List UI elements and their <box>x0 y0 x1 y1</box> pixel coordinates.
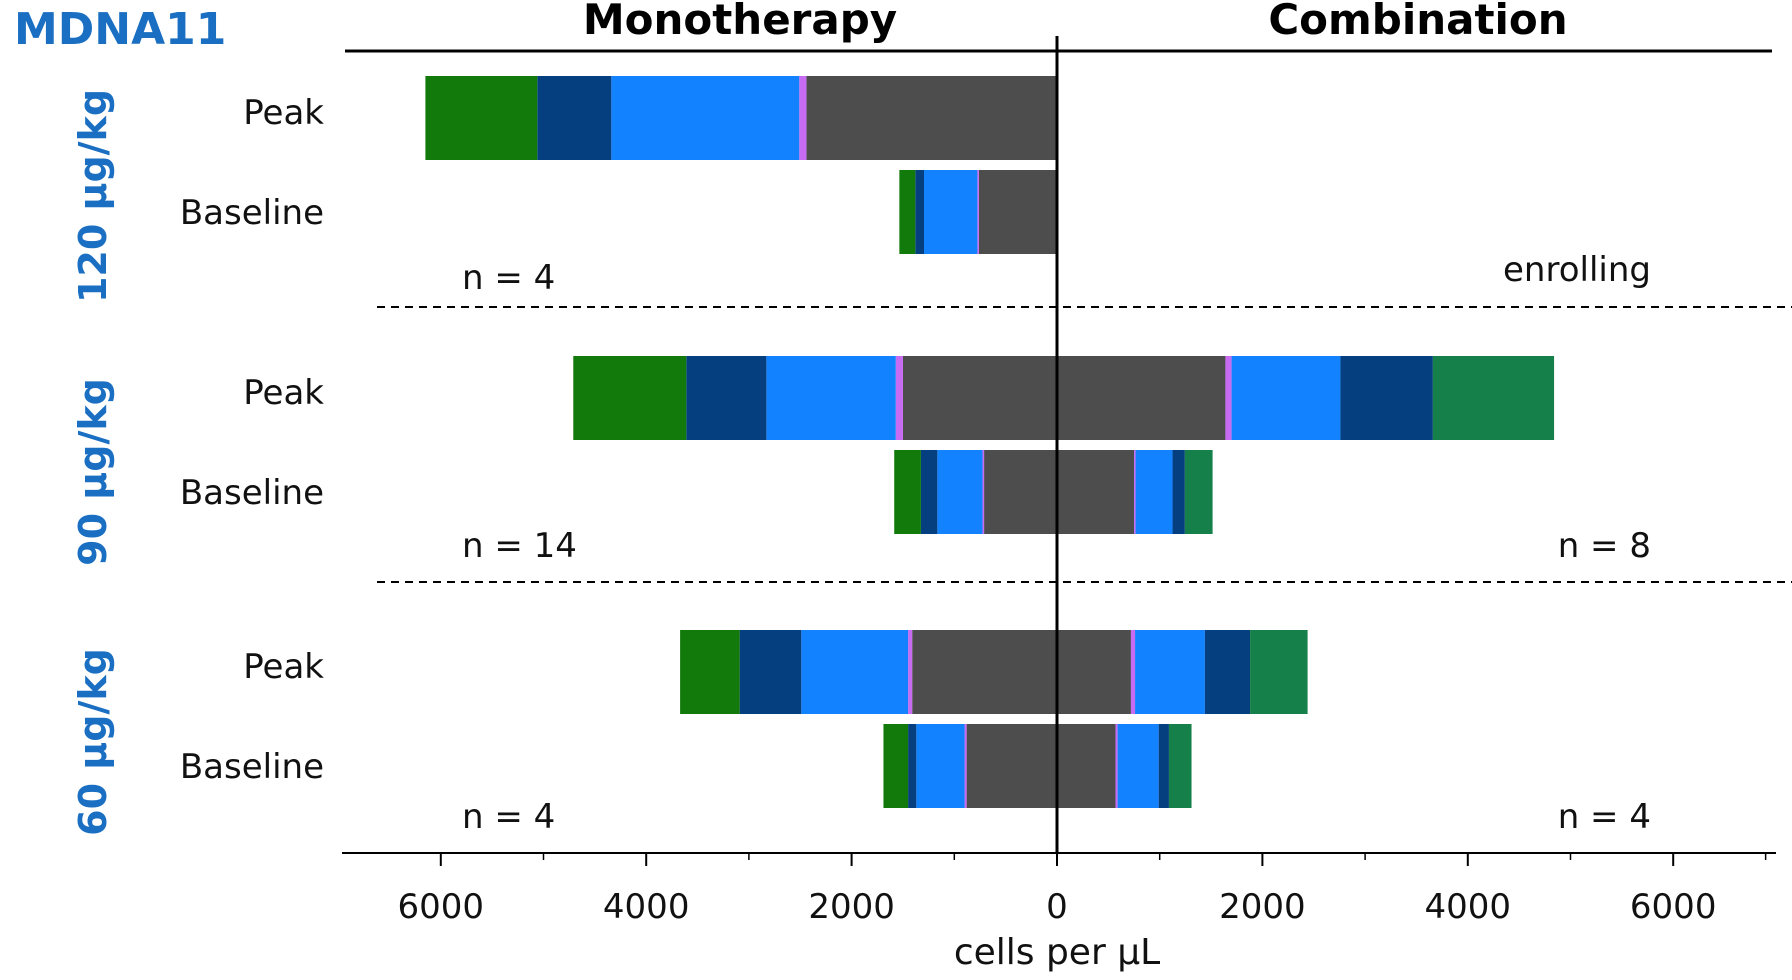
x-tick-label: 6000 <box>398 887 485 927</box>
dose-label: 120 µg/kg <box>71 89 115 303</box>
bar-segment-monotherapy <box>916 724 965 808</box>
bar-segment-monotherapy <box>899 170 916 254</box>
x-tick-label: 4000 <box>603 887 690 927</box>
bar-segment-monotherapy <box>573 356 687 440</box>
bar-segment-monotherapy <box>964 724 967 808</box>
bar-segment-combination <box>1184 450 1213 534</box>
bar-segment-combination <box>1117 724 1159 808</box>
bar-segment-monotherapy <box>915 170 924 254</box>
bar-segment-combination <box>1057 630 1131 714</box>
bar-segment-monotherapy <box>799 76 807 160</box>
row-label-peak: Peak <box>243 373 324 413</box>
row-label-baseline: Baseline <box>180 473 324 513</box>
row-label-peak: Peak <box>243 647 324 687</box>
bar-segment-monotherapy <box>894 450 921 534</box>
bar-segment-combination <box>1057 356 1226 440</box>
bar-segment-monotherapy <box>977 170 979 254</box>
bar-segment-combination <box>1158 724 1169 808</box>
brand-title: MDNA11 <box>14 4 226 55</box>
combination-n-label: n = 4 <box>1558 797 1651 837</box>
x-tick-label: 2000 <box>808 887 895 927</box>
monotherapy-n-label: n = 4 <box>462 797 555 837</box>
combination-title: Combination <box>1268 0 1567 44</box>
dose-label: 90 µg/kg <box>71 378 115 566</box>
row-label-baseline: Baseline <box>180 193 324 233</box>
bar-segment-monotherapy <box>739 630 802 714</box>
bar-segment-monotherapy <box>978 170 1057 254</box>
bar-segment-combination <box>1204 630 1251 714</box>
dose-label: 60 µg/kg <box>71 648 115 836</box>
x-tick-label: 0 <box>1046 887 1068 927</box>
bar-segment-combination <box>1115 724 1118 808</box>
bar-segment-combination <box>1135 630 1205 714</box>
bar-segment-monotherapy <box>686 356 767 440</box>
bar-segment-monotherapy <box>920 450 938 534</box>
bar-segment-combination <box>1231 356 1341 440</box>
bar-segment-combination <box>1130 630 1136 714</box>
bar-segment-combination <box>1134 450 1136 534</box>
bar-segment-monotherapy <box>895 356 903 440</box>
bar-segment-combination <box>1225 356 1232 440</box>
bar-segment-monotherapy <box>680 630 740 714</box>
bar-segment-monotherapy <box>537 76 612 160</box>
bar-segment-combination <box>1057 724 1116 808</box>
x-axis-ticks: 6000 4000 2000 0 2000 4000 6000 <box>398 853 1767 927</box>
bar-segment-monotherapy <box>984 450 1057 534</box>
bars-layer <box>425 76 1555 808</box>
combination-n-label: n = 8 <box>1558 526 1651 566</box>
monotherapy-n-label: n = 14 <box>462 526 577 566</box>
combination-n-label: enrolling <box>1503 250 1651 290</box>
row-label-peak: Peak <box>243 93 324 133</box>
bar-segment-monotherapy <box>912 630 1057 714</box>
bar-segment-monotherapy <box>766 356 896 440</box>
bar-segment-combination <box>1340 356 1433 440</box>
bar-segment-monotherapy <box>806 76 1057 160</box>
bar-segment-monotherapy <box>908 724 917 808</box>
bar-segment-monotherapy <box>908 630 913 714</box>
x-tick-label: 2000 <box>1219 887 1306 927</box>
x-axis-title: cells per µL <box>954 932 1160 973</box>
bar-segment-monotherapy <box>924 170 978 254</box>
x-tick-label: 6000 <box>1630 887 1717 927</box>
bar-segment-monotherapy <box>883 724 909 808</box>
bar-segment-monotherapy <box>611 76 800 160</box>
bar-segment-monotherapy <box>425 76 538 160</box>
bar-segment-monotherapy <box>902 356 1057 440</box>
bar-segment-monotherapy <box>801 630 909 714</box>
bar-segment-combination <box>1172 450 1185 534</box>
monotherapy-n-label: n = 4 <box>462 258 555 298</box>
bar-segment-monotherapy <box>966 724 1057 808</box>
labels-layer: Peak Baseline 120 µg/kg n = 4 enrolling Peak B… <box>71 89 1651 837</box>
bar-segment-combination <box>1168 724 1192 808</box>
x-tick-label: 4000 <box>1425 887 1512 927</box>
bar-segment-combination <box>1250 630 1308 714</box>
bar-segment-combination <box>1135 450 1173 534</box>
row-label-baseline: Baseline <box>180 747 324 787</box>
bar-segment-combination <box>1432 356 1555 440</box>
bar-segment-monotherapy <box>982 450 985 534</box>
monotherapy-title: Monotherapy <box>583 0 897 44</box>
bar-segment-combination <box>1057 450 1135 534</box>
bar-segment-monotherapy <box>937 450 983 534</box>
